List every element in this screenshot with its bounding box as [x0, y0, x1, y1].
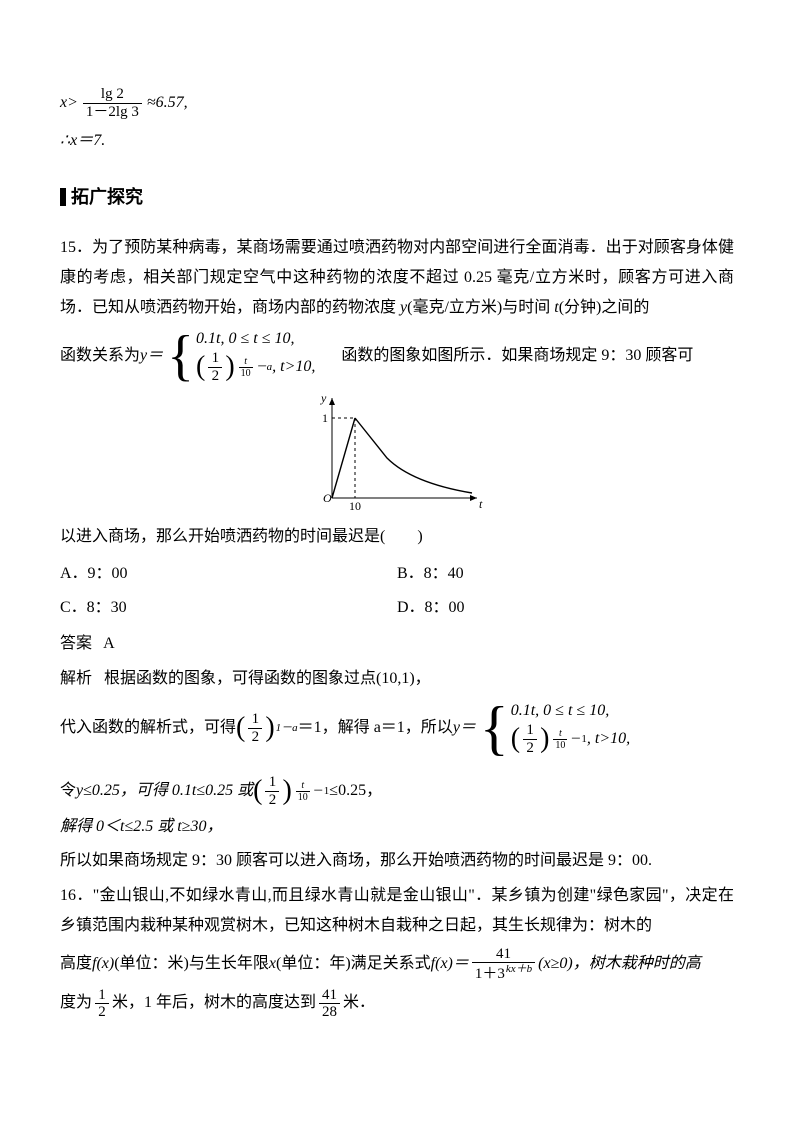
- q15-conclusion: 所以如果商场规定 9：30 顾客可以进入商场，那么开始喷洒药物的时间最迟是 9：…: [60, 846, 734, 876]
- concentration-curve-icon: t y O 1 10: [307, 388, 487, 518]
- option-c: C．8：30: [60, 593, 397, 623]
- piecewise-1: { 0.1t, 0 ≤ t ≤ 10, ( 1 2 ): [167, 328, 315, 384]
- q15-paragraph-1: 15．为了预防某种病毒，某商场需要通过喷洒药物对内部空间进行全面消毒．出于对顾客…: [60, 233, 734, 324]
- top-inequality: x> lg 2 1－2lg 3 ≈6.57,: [60, 86, 734, 120]
- q16-paragraph-3: 度为 1 2 米，1 年后，树木的高度达到 41 28 米．: [60, 987, 734, 1021]
- fraction-fx: 41 1＋3kx＋b: [472, 946, 535, 983]
- y-tick-1: 1: [322, 411, 328, 425]
- axis-y-label: y: [320, 391, 327, 405]
- q16-paragraph-1: 16．"金山银山,不如绿水青山,而且绿水青山就是金山银山"．某乡镇为创建"绿色家…: [60, 881, 734, 942]
- option-b: B．8：40: [397, 559, 734, 589]
- axis-x-label: t: [479, 497, 483, 511]
- q15-relation-line: 函数关系为 y＝ { 0.1t, 0 ≤ t ≤ 10, ( 1 2 ): [60, 328, 734, 384]
- therefore-line: ∴x＝7.: [60, 126, 734, 156]
- section-header: 拓广探究: [60, 180, 734, 214]
- x-tick-10: 10: [349, 499, 361, 513]
- q15-options: A．9：00 B．8：40 C．8：30 D．8：00: [60, 557, 734, 626]
- piecewise-2: { 0.1t, 0 ≤ t ≤ 10, ( 1 2 ): [480, 698, 630, 758]
- option-d: D．8：00: [397, 593, 734, 623]
- q15-solve-range: 解得 0＜t≤2.5 或 t≥30，: [60, 812, 734, 842]
- q15-let-line: 令 y≤0.25， 可得 0.1t≤0.25 或 ( 1 2 ) t 10 －1…: [60, 774, 734, 808]
- section-title: 拓广探究: [71, 180, 143, 214]
- option-a: A．9：00: [60, 559, 397, 589]
- svg-text:O: O: [323, 491, 332, 505]
- q15-substitution-line: 代入函数的解析式，可得 ( 1 2 ) 1－a ＝1， 解得 a＝1， 所以 y…: [60, 698, 734, 758]
- q15-paragraph-2: 以进入商场，那么开始喷洒药物的时间最迟是( ): [60, 522, 734, 552]
- q16-paragraph-2: 高度 f(x) (单位：米)与生长年限 x (单位：年)满足关系式 f(x)＝ …: [60, 946, 734, 983]
- q15-analysis-p1: 解析 根据函数的图象，可得函数的图象过点(10,1)，: [60, 664, 734, 694]
- section-bar: [60, 188, 66, 206]
- q15-chart: t y O 1 10: [60, 388, 734, 518]
- q15-answer: 答案 A: [60, 629, 734, 659]
- fraction-lg: lg 2 1－2lg 3: [83, 86, 142, 120]
